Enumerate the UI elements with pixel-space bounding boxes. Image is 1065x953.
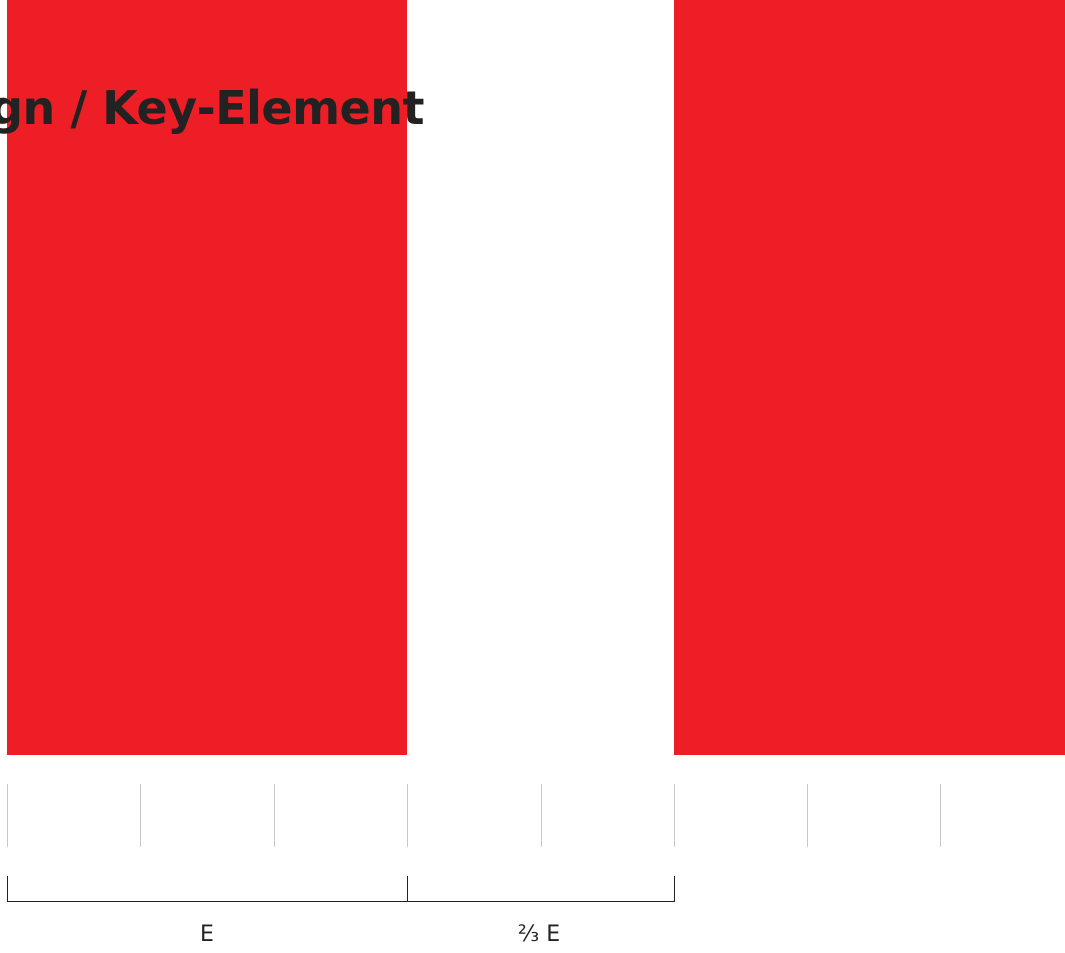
gap-label: ⅔ E xyxy=(517,922,561,947)
grid-tick xyxy=(140,784,141,847)
grid-tick xyxy=(7,784,8,847)
grid-tick xyxy=(541,784,542,847)
module-bracket xyxy=(7,876,408,902)
red-block-left xyxy=(7,0,407,755)
gap-bracket xyxy=(407,876,675,902)
grid-tick xyxy=(407,784,408,847)
grid-tick xyxy=(274,784,275,847)
module-label: E xyxy=(200,922,214,947)
grid-tick xyxy=(674,784,675,847)
red-block-right xyxy=(674,0,1065,755)
grid-tick xyxy=(940,784,941,847)
page-title: Design / Key-Element xyxy=(0,81,425,135)
grid-tick xyxy=(807,784,808,847)
